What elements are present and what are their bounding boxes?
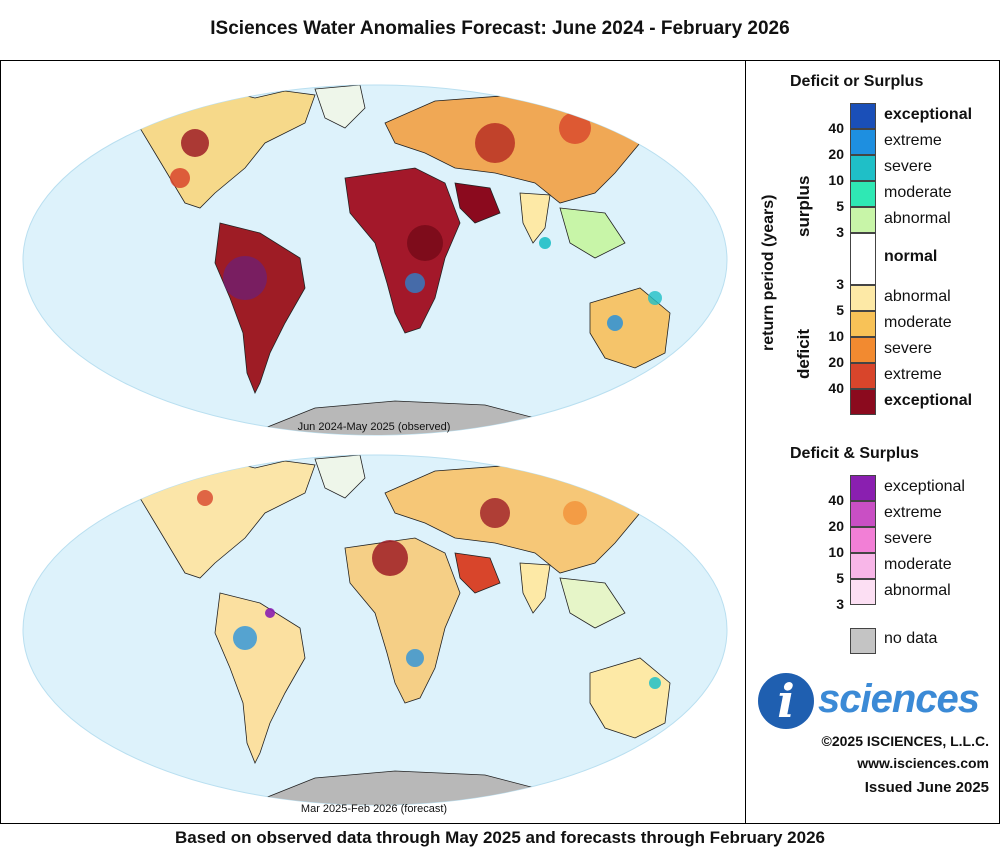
logo-wordmark: sciences [818, 677, 980, 721]
map-forecast [22, 454, 728, 806]
legend-swatch-deficit-severe [850, 337, 876, 363]
legend-rp-deficit: 3 [836, 276, 844, 292]
legend-panel: Deficit or Surplus return period (years)… [746, 60, 1000, 824]
australia [589, 657, 671, 739]
maps-panel: Jun 2024-May 2025 (observed) [0, 60, 746, 824]
greenland [314, 455, 366, 499]
legend-rp-surplus: 40 [828, 120, 844, 136]
legend-rp-surplus: 5 [836, 198, 844, 214]
legend-label-both-abnormal: abnormal [884, 582, 951, 599]
legend-label-deficit-exceptional: exceptional [884, 392, 973, 409]
legend-rp-both: 5 [836, 570, 844, 586]
legend-axis-label: return period (years) [760, 194, 777, 351]
issued-date: Issued June 2025 [864, 779, 989, 796]
anomaly-patches [170, 112, 662, 331]
legend-label-surplus-severe: severe [884, 158, 933, 175]
australia [589, 287, 671, 369]
legend-swatch-deficit-exceptional [850, 389, 876, 415]
legend-swatch-deficit-moderate [850, 311, 876, 337]
legend-swatch-surplus-moderate [850, 181, 876, 207]
legend-label-both-extreme: extreme [884, 504, 942, 521]
legend-label-deficit-moderate: moderate [884, 314, 952, 331]
legend-swatch-surplus-extreme [850, 129, 876, 155]
legend-label-surplus-extreme: extreme [884, 132, 942, 149]
legend-rp-deficit: 20 [828, 354, 844, 370]
legend-swatch-surplus-exceptional [850, 103, 876, 129]
legend-rp-both: 40 [828, 492, 844, 508]
legend-label-deficit-extreme: extreme [884, 366, 942, 383]
legend-swatch-both-abnormal [850, 579, 876, 605]
legend-title-deficit-and-surplus: Deficit & Surplus [790, 445, 919, 462]
map-observed [22, 84, 728, 436]
arabia [454, 552, 501, 594]
legend-swatch-both-moderate [850, 553, 876, 579]
southeast-asia [559, 577, 626, 629]
legend-swatch-normal [850, 233, 876, 285]
legend-swatch-deficit-abnormal [850, 285, 876, 311]
anomaly-patches [197, 490, 661, 689]
legend-label-deficit-abnormal: abnormal [884, 288, 951, 305]
logo-i-mark: i [758, 673, 814, 729]
legend-title-deficit-or-surplus: Deficit or Surplus [790, 73, 924, 90]
legend-surplus-label: surplus [794, 175, 813, 237]
legend-deficit-label: deficit [794, 328, 813, 379]
legend-swatch-both-exceptional [850, 475, 876, 501]
legend-label-both-moderate: moderate [884, 556, 952, 573]
copyright-text: ©2025 ISCIENCES, L.L.C. [821, 733, 989, 749]
legend-rp-deficit: 10 [828, 328, 844, 344]
map-forecast-label: Mar 2025-Feb 2026 (forecast) [300, 803, 448, 815]
legend-label-surplus-exceptional: exceptional [884, 106, 973, 123]
legend-rp-both: 10 [828, 544, 844, 560]
legend-swatch-no-data [850, 628, 876, 654]
india [519, 192, 551, 244]
legend-swatch-surplus-severe [850, 155, 876, 181]
isciences-logo: i sciences [758, 673, 990, 735]
page-title: ISciences Water Anomalies Forecast: June… [210, 18, 790, 39]
website-text: www.isciences.com [857, 755, 989, 771]
india [519, 562, 551, 614]
legend-rp-deficit: 40 [828, 380, 844, 396]
africa [344, 167, 461, 334]
legend-rp-deficit: 5 [836, 302, 844, 318]
southeast-asia [559, 207, 626, 259]
africa [344, 537, 461, 704]
legend-rp-surplus: 3 [836, 224, 844, 240]
legend-rp-both: 3 [836, 596, 844, 612]
legend-label-surplus-abnormal: abnormal [884, 210, 951, 227]
legend-rp-both: 20 [828, 518, 844, 534]
legend-swatch-both-extreme [850, 501, 876, 527]
legend-swatch-deficit-extreme [850, 363, 876, 389]
map-observed-label: Jun 2024-May 2025 (observed) [297, 421, 451, 433]
legend-label-surplus-moderate: moderate [884, 184, 952, 201]
legend-rp-surplus: 10 [828, 172, 844, 188]
legend-label-deficit-severe: severe [884, 340, 933, 357]
legend-label-both-severe: severe [884, 530, 933, 547]
legend-swatch-surplus-abnormal [850, 207, 876, 233]
greenland [314, 85, 366, 129]
legend-label-both-exceptional: exceptional [884, 478, 965, 495]
arabia [454, 182, 501, 224]
legend-rp-surplus: 20 [828, 146, 844, 162]
footer-note: Based on observed data through May 2025 … [175, 828, 825, 847]
legend-label-normal: normal [884, 248, 938, 265]
legend-label-no-data: no data [884, 630, 938, 647]
legend-swatch-both-severe [850, 527, 876, 553]
